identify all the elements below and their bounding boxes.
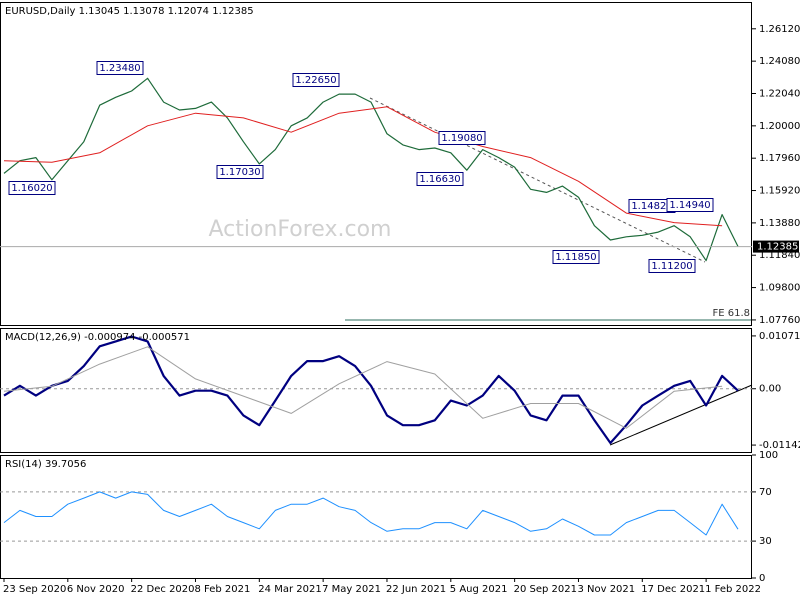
price-label: 1.22650 (295, 75, 336, 86)
price-label-box (292, 73, 340, 87)
panel-title: EURUSD,Daily 1.13045 1.13078 1.12074 1.1… (5, 6, 254, 17)
y-tick-label: 1.20000 (759, 121, 800, 132)
price-label-box (216, 165, 264, 179)
price-label-box (552, 250, 600, 264)
x-tick-label: 22 Dec 2020 (131, 584, 195, 595)
panel-title: RSI(14) 39.7056 (5, 459, 86, 470)
panel-frame (0, 455, 752, 579)
x-tick-label: 7 May 2021 (322, 584, 381, 595)
y-tick-label: 1.17960 (759, 153, 800, 164)
price-label-box (416, 172, 464, 186)
x-tick-label: 23 Sep 2020 (3, 584, 66, 595)
x-tick-label: 20 Sep 2021 (514, 584, 577, 595)
trend-line (369, 97, 706, 263)
y-tick-label: 30 (759, 536, 772, 547)
price-label: 1.19080 (441, 133, 482, 144)
price-label-box (438, 131, 486, 145)
series-line (3, 77, 739, 262)
panel-title: MACD(12,26,9) -0.000974 -0.000571 (5, 332, 190, 343)
x-tick-label: 1 Feb 2022 (705, 584, 761, 595)
price-label-box (666, 198, 714, 212)
price-label: 1.17030 (219, 167, 260, 178)
y-tick-label: 1.13880 (759, 218, 800, 229)
y-tick-label: 1.15920 (759, 186, 800, 197)
fe-label: FE 61.8 (712, 308, 750, 319)
watermark: ActionForex.com (209, 217, 392, 242)
price-label-box (96, 61, 144, 75)
y-tick-label: 1.09800 (759, 283, 800, 294)
y-tick-label: 1.11840 (759, 250, 800, 261)
price-label: 1.16020 (11, 183, 52, 194)
price-label-box (8, 181, 56, 195)
x-tick-label: 17 Dec 2021 (641, 584, 705, 595)
price-label: 1.23480 (99, 63, 140, 74)
x-tick-label: 8 Feb 2021 (194, 584, 250, 595)
y-tick-label: 0.010715 (759, 331, 800, 342)
y-tick-label: 0.00 (759, 384, 781, 395)
x-tick-label: 24 Mar 2021 (258, 584, 321, 595)
x-tick-label: 6 Nov 2020 (67, 584, 125, 595)
y-tick-label: 1.07760 (759, 315, 800, 326)
last-price-box (753, 240, 799, 253)
last-price-label: 1.12385 (757, 242, 798, 253)
y-tick-label: -0.011424 (759, 440, 800, 451)
x-tick-label: 22 Jun 2021 (386, 584, 446, 595)
y-tick-label: 70 (759, 487, 772, 498)
price-label: 1.14940 (669, 200, 710, 211)
series-line (3, 106, 723, 227)
price-label: 1.16630 (419, 174, 460, 185)
y-tick-label: 100 (759, 450, 778, 461)
series-line (3, 346, 723, 429)
price-label: 1.11850 (555, 252, 596, 263)
y-tick-label: 1.22040 (759, 88, 800, 99)
y-tick-label: 0 (759, 573, 765, 584)
price-label-box (648, 259, 696, 273)
x-tick-label: 5 Aug 2021 (450, 584, 508, 595)
panel-frame (0, 2, 752, 326)
series-line (3, 491, 739, 536)
price-label: 1.14820 (631, 201, 672, 212)
panel-frame (0, 328, 752, 453)
y-tick-label: 1.24080 (759, 56, 800, 67)
macd-trend-line (609, 384, 753, 446)
y-tick-label: 1.26120 (759, 24, 800, 35)
price-label: 1.11200 (651, 261, 692, 272)
series-line (3, 335, 739, 445)
x-tick-label: 3 Nov 2021 (577, 584, 635, 595)
